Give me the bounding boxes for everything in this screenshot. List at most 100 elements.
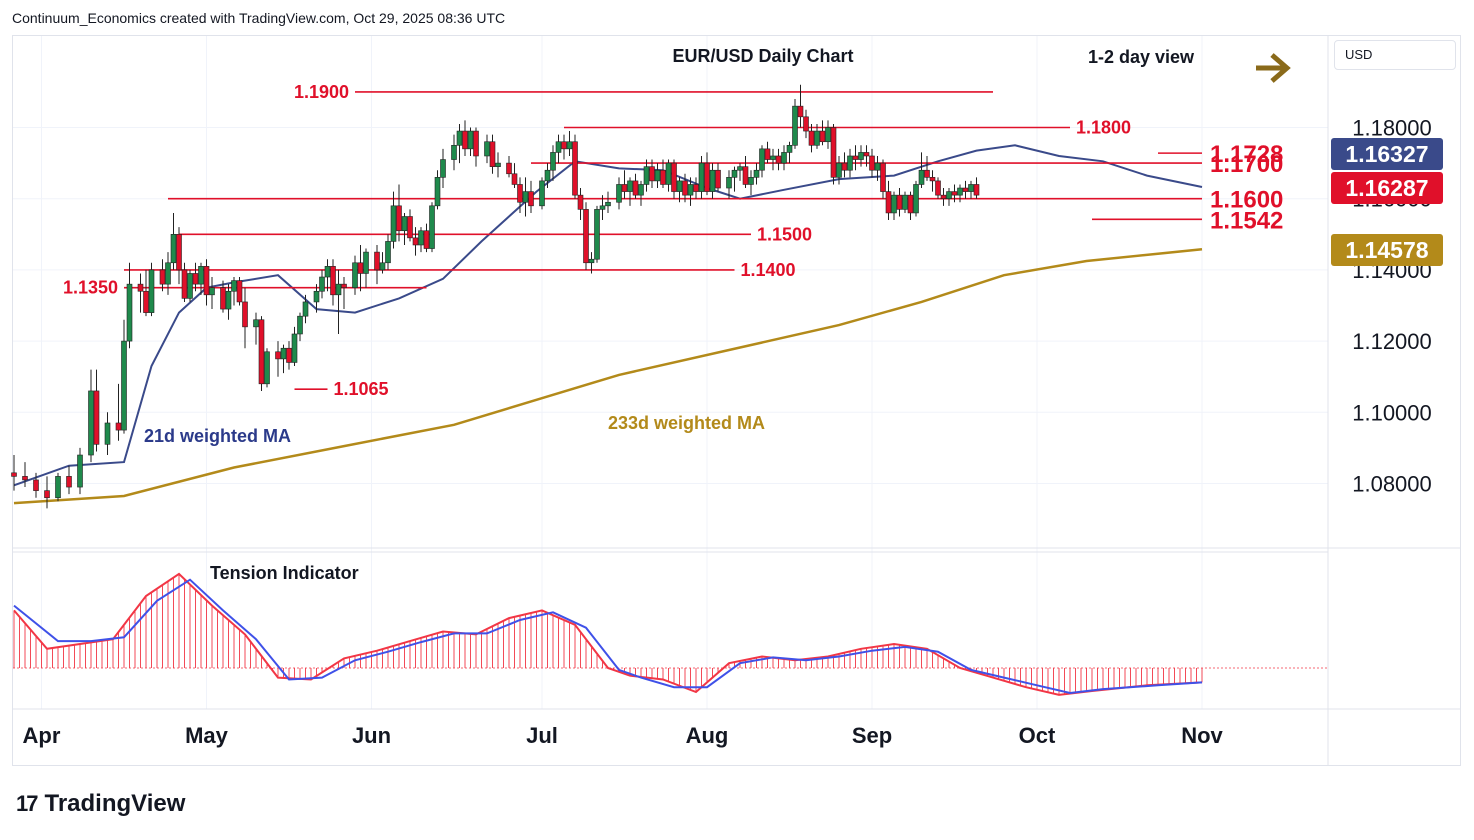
candle: [456, 123, 463, 164]
candle: [814, 123, 820, 149]
candle: [330, 259, 336, 306]
candle: [93, 369, 100, 452]
candle: [528, 180, 534, 213]
candle-body: [187, 273, 193, 299]
candle: [341, 277, 347, 310]
candle-body: [797, 105, 804, 118]
candle-body: [220, 287, 226, 310]
level-label: 1.1900: [294, 82, 349, 102]
candle-body: [891, 194, 897, 214]
candle-body: [566, 141, 573, 150]
candle: [715, 163, 721, 192]
candle: [297, 312, 303, 342]
x-tick-label: Aug: [686, 723, 729, 748]
candle-body: [913, 184, 919, 214]
level-label: 1.1542: [1210, 207, 1283, 234]
candle-body: [698, 162, 705, 192]
candle-body: [742, 166, 749, 185]
candle: [198, 262, 204, 295]
candle: [115, 383, 122, 441]
candle: [275, 341, 281, 377]
candle-body: [748, 177, 754, 185]
candle-body: [957, 187, 963, 196]
candle-body: [44, 490, 50, 499]
candle: [874, 155, 881, 181]
candle: [847, 148, 853, 178]
candle-body: [632, 180, 639, 196]
candle: [599, 195, 606, 221]
price-badge-bg: [1331, 234, 1443, 266]
candle-body: [819, 130, 826, 143]
candle-body: [907, 194, 914, 214]
tension-label: Tension Indicator: [210, 563, 359, 583]
candle: [319, 269, 325, 299]
candle-body: [258, 319, 265, 385]
candle: [484, 134, 490, 164]
candle: [302, 294, 309, 324]
price-badge-bg: [1331, 172, 1443, 204]
candle: [759, 145, 765, 178]
candle-body: [33, 479, 39, 491]
candle-body: [291, 333, 298, 363]
candle-body: [511, 173, 518, 185]
candle-body: [847, 155, 853, 171]
candle: [231, 277, 237, 306]
tradingview-logo-text: TradingView: [44, 790, 186, 817]
candle: [253, 312, 259, 345]
candle-body: [874, 162, 881, 171]
candle: [544, 163, 551, 189]
candle: [517, 177, 523, 213]
candle: [148, 262, 155, 317]
tension-indicator-panel: [13, 551, 1328, 696]
candle-body: [880, 162, 886, 192]
candle: [66, 465, 72, 495]
candle: [511, 163, 518, 189]
candle: [737, 163, 743, 181]
candle-body: [808, 130, 815, 146]
candle-body: [209, 287, 215, 296]
candle-body: [605, 201, 611, 207]
candle-body: [836, 162, 842, 178]
candle: [286, 341, 292, 370]
candle-body: [660, 169, 666, 185]
candle-body: [319, 276, 325, 292]
x-tick-label: Sep: [852, 723, 892, 748]
candle: [385, 234, 391, 270]
candle-body: [841, 162, 848, 171]
grid-lines: [13, 36, 1328, 709]
arrow-right-icon: [1256, 53, 1291, 83]
candle: [973, 177, 980, 199]
candle: [401, 212, 408, 245]
currency-selector[interactable]: USD: [1334, 40, 1456, 70]
candle: [192, 262, 199, 292]
candle: [264, 348, 270, 388]
candle-body: [973, 184, 980, 196]
candle-body: [951, 191, 958, 196]
candle-body: [236, 280, 243, 303]
candle: [709, 163, 716, 199]
candle-body: [561, 141, 567, 150]
candle: [539, 177, 545, 210]
candle: [885, 180, 892, 221]
candle: [742, 155, 749, 189]
candle-body: [896, 194, 903, 210]
candle: [22, 462, 28, 488]
candle-body: [825, 127, 831, 143]
candle-body: [330, 266, 336, 296]
tradingview-logo[interactable]: 17 TradingView: [16, 790, 185, 818]
candle-body: [654, 169, 661, 182]
y-tick-label: 1.12000: [1352, 329, 1432, 354]
candle: [907, 191, 914, 221]
candle-body: [649, 166, 655, 182]
candle-body: [764, 148, 771, 160]
price-badge-label: 1.16327: [1345, 141, 1428, 167]
candle: [159, 259, 166, 292]
x-tick-label: Jun: [352, 723, 391, 748]
candle: [522, 177, 529, 217]
level-label: 1.1600: [1210, 187, 1283, 214]
level-label: 1.1065: [334, 379, 389, 399]
candle-body: [940, 194, 947, 199]
level-label: 1.1728: [1210, 141, 1283, 168]
candle-body: [341, 283, 347, 289]
